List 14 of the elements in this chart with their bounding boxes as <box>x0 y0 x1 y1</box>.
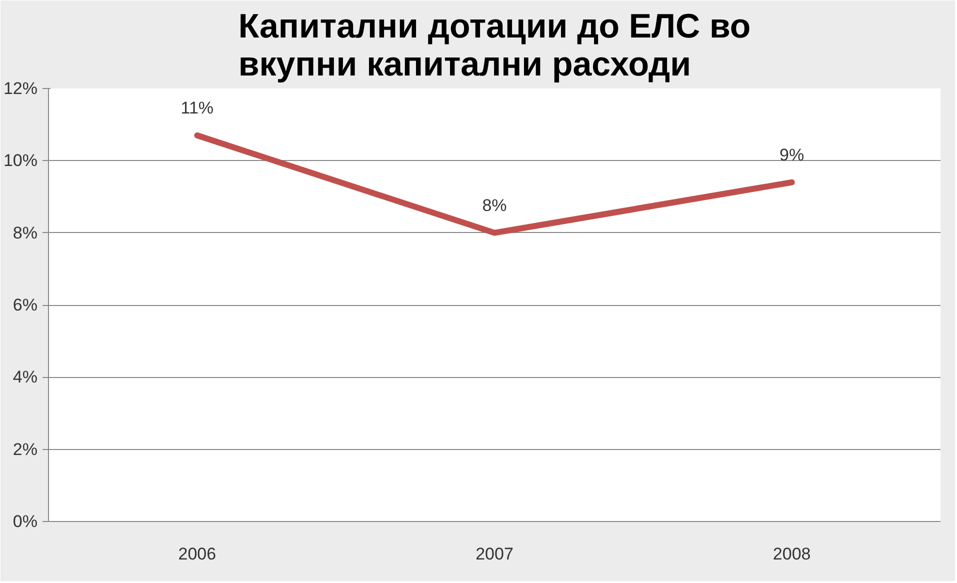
y-tick-label: 12% <box>3 79 38 98</box>
y-tick-label: 8% <box>12 223 38 242</box>
x-tick-label: 2006 <box>178 544 216 564</box>
y-tick-label: 10% <box>3 151 38 170</box>
y-tick-label: 4% <box>12 368 38 387</box>
data-label: 11% <box>180 98 214 118</box>
chart-title: Капитални дотации до ЕЛС во вкупни капитални расходи <box>238 8 751 84</box>
y-tick-label: 0% <box>12 512 38 531</box>
data-label: 8% <box>482 196 507 215</box>
x-tick-label: 2008 <box>772 544 811 564</box>
y-tick-label: 2% <box>12 440 38 459</box>
data-label: 9% <box>780 145 804 164</box>
y-tick-label: 6% <box>12 296 38 314</box>
x-tick-label: 2007 <box>476 544 514 564</box>
